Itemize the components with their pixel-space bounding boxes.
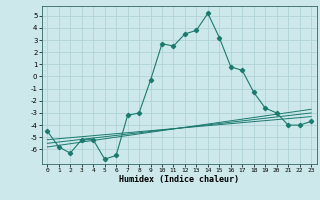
- X-axis label: Humidex (Indice chaleur): Humidex (Indice chaleur): [119, 175, 239, 184]
